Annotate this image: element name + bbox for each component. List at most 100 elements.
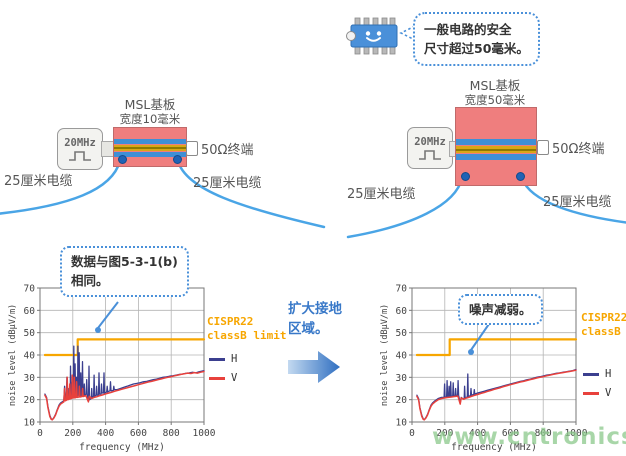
transition-caption-line2: 区域。 (288, 320, 329, 337)
cispr-limit-line2: classB limit (207, 329, 287, 342)
msl-board-right (455, 107, 537, 186)
svg-text:400: 400 (97, 428, 114, 439)
cispr-limit-line1: CISPR22 (581, 311, 626, 324)
svg-text:600: 600 (130, 428, 147, 439)
cable-port-left-b (173, 155, 182, 164)
terminator-label-right: 50Ω终端 (552, 142, 605, 157)
svg-text:800: 800 (163, 428, 180, 439)
ground-trace-top-left (114, 139, 186, 144)
pulse-generator-right: 20MHz (407, 127, 453, 169)
svg-text:10: 10 (24, 418, 36, 429)
same-data-pointer-line (95, 301, 119, 333)
legend-label-v: V (231, 372, 238, 384)
svg-text:50: 50 (24, 328, 36, 339)
board-title-left: MSL基板 宽度10毫米 (105, 95, 195, 127)
noise-reduced-text: 噪声减弱。 (469, 302, 532, 317)
svg-text:600: 600 (502, 428, 519, 439)
legend-swatch-v (583, 391, 599, 395)
legend-label-v: V (605, 387, 612, 399)
ground-trace-top-right (456, 139, 536, 145)
noise-reduced-pointer-line (468, 323, 490, 355)
svg-text:1000: 1000 (565, 428, 588, 439)
cispr-limit-label-right: CISPR22 classB (581, 311, 626, 339)
legend-item-v: V (583, 387, 611, 399)
svg-text:noise level (dBμV/m): noise level (dBμV/m) (380, 304, 390, 406)
legend-swatch-h (209, 357, 225, 361)
cable-label-left-b: 25厘米电缆 (193, 176, 262, 191)
svg-text:50: 50 (396, 328, 408, 339)
legend-label-h: H (231, 353, 238, 365)
cispr-limit-label-left: CISPR22 classB limit (207, 315, 286, 343)
pulse-generator-left: 20MHz (57, 128, 103, 170)
transition-arrow (288, 351, 340, 383)
svg-text:noise level (dBμV/m): noise level (dBμV/m) (8, 304, 18, 406)
legend-left: H V (209, 353, 237, 391)
svg-text:frequency (MHz): frequency (MHz) (79, 442, 165, 453)
svg-text:20: 20 (396, 395, 408, 406)
legend-label-h: H (605, 368, 612, 380)
signal-trace-left (114, 145, 186, 151)
same-data-line2: 相同。 (71, 273, 109, 289)
ground-trace-bottom-left (114, 152, 186, 157)
svg-text:40: 40 (24, 351, 36, 362)
same-data-line1: 数据与图5-3-1(b) (71, 254, 178, 269)
svg-text:frequency (MHz): frequency (MHz) (451, 442, 537, 453)
noise-reduced-callout: 噪声减弱。 (458, 294, 543, 326)
generator-frequency-label-left: 20MHz (64, 136, 96, 149)
board-name-right: MSL基板 (469, 78, 521, 93)
svg-text:60: 60 (24, 306, 36, 317)
msl-board-left (113, 127, 187, 167)
svg-text:1000: 1000 (193, 428, 216, 439)
cable-port-left-a (118, 155, 127, 164)
svg-text:200: 200 (64, 428, 81, 439)
svg-text:40: 40 (396, 351, 408, 362)
svg-text:70: 70 (24, 284, 36, 295)
cable-label-right-b: 25厘米电缆 (543, 195, 612, 210)
pulse-waveform-icon (69, 150, 91, 161)
board-title-right: MSL基板 宽度50毫米 (435, 76, 555, 108)
noise-chart-right: 0 200 400 600 800 1000 10 20 30 40 50 60 70 frequency… (380, 284, 588, 454)
bubble-text-line2: 尺寸超过50毫米。 (424, 41, 529, 56)
svg-text:30: 30 (396, 373, 408, 384)
generator-frequency-label-right: 20MHz (414, 135, 446, 148)
legend-right: H V (583, 368, 611, 406)
cispr-limit-line2: classB (581, 325, 621, 338)
speech-bubble-tail (399, 25, 415, 41)
board-width-left: 宽度10毫米 (119, 112, 181, 127)
site-watermark: www.cntronics.com (432, 424, 626, 450)
svg-text:20: 20 (24, 395, 36, 406)
svg-text:0: 0 (37, 428, 43, 439)
legend-swatch-v (209, 376, 225, 380)
cable-label-right-a: 25厘米电缆 (347, 187, 416, 202)
legend-swatch-h (583, 372, 599, 376)
svg-text:30: 30 (24, 373, 36, 384)
svg-text:60: 60 (396, 306, 408, 317)
cable-port-right-a (461, 172, 470, 181)
terminator-connector-left (186, 141, 198, 156)
svg-text:0: 0 (409, 428, 415, 439)
svg-text:70: 70 (396, 284, 408, 295)
legend-item-v: V (209, 372, 237, 384)
same-data-callout: 数据与图5-3-1(b) 相同。 (60, 246, 189, 297)
cispr-limit-line1: CISPR22 (207, 315, 254, 328)
terminator-label-left: 50Ω终端 (201, 143, 254, 158)
board-name-left: MSL基板 (124, 97, 176, 112)
legend-item-h: H (583, 368, 611, 380)
pulse-waveform-icon (419, 149, 441, 160)
legend-item-h: H (209, 353, 237, 365)
bubble-text-line1: 一般电路的安全 (424, 22, 512, 37)
board-width-right: 宽度50毫米 (464, 93, 526, 108)
svg-text:400: 400 (469, 428, 486, 439)
noise-chart-left: 0 200 400 600 800 1000 10 20 30 40 50 60 70 frequency… (8, 284, 216, 454)
ground-trace-bottom-right (456, 154, 536, 160)
cable-label-left-a: 25厘米电缆 (4, 174, 73, 189)
transition-caption-line1: 扩大接地 (288, 301, 342, 317)
safety-size-callout: 一般电路的安全 尺寸超过50毫米。 (413, 12, 540, 66)
terminator-connector-right (537, 140, 549, 155)
svg-text:200: 200 (436, 428, 453, 439)
signal-trace-right (456, 146, 536, 153)
svg-text:800: 800 (535, 428, 552, 439)
cable-port-right-b (516, 172, 525, 181)
svg-text:10: 10 (396, 418, 408, 429)
